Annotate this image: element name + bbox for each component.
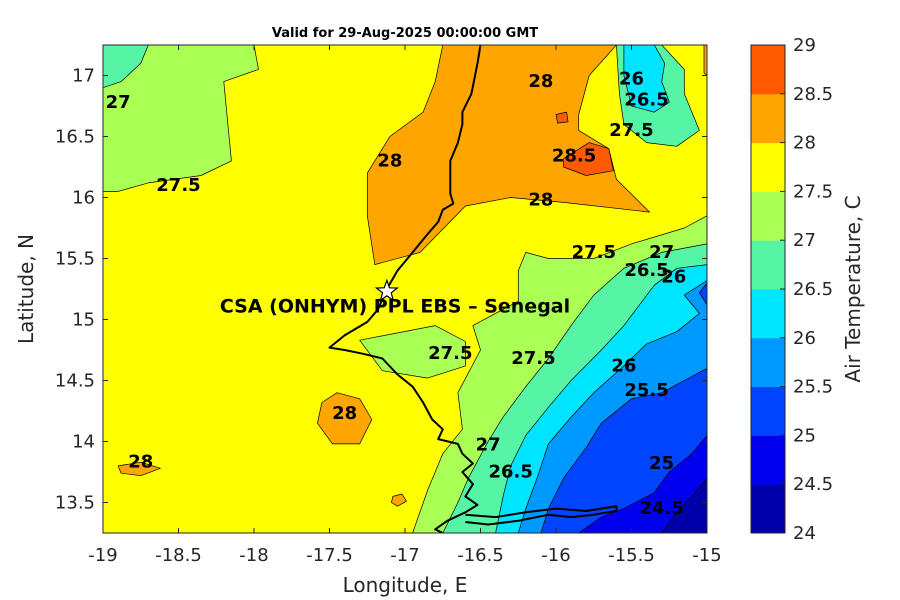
contour-label-17: 28 — [332, 403, 357, 424]
x-tick-label: -15 — [692, 545, 721, 566]
colorbar-tick-label: 28.5 — [793, 84, 833, 105]
contour-label-21: 24.5 — [639, 498, 683, 519]
temperature-region-6 — [555, 111, 569, 124]
contour-label-9: 27.5 — [572, 242, 616, 263]
temperature-region-2 — [103, 45, 149, 89]
contour-label-18: 27 — [476, 435, 501, 456]
temperature-region-5 — [563, 142, 614, 176]
temperature-region-10 — [117, 461, 161, 477]
colorbar-segment — [751, 386, 785, 436]
temperature-region-4 — [703, 45, 707, 76]
coastline-layer — [328, 45, 618, 533]
y-tick-label: 14.5 — [55, 371, 95, 392]
y-tick-label: 16.5 — [55, 127, 95, 148]
x-tick-label: -15.5 — [608, 545, 655, 566]
contour-label-20: 25 — [649, 453, 674, 474]
temperature-fill-layer — [103, 45, 707, 533]
contour-label-14: 27.5 — [511, 348, 555, 369]
colorbar-label: Air Temperature, C — [841, 195, 865, 382]
colorbar-tick-label: 25.5 — [793, 377, 833, 398]
x-axis-label: Longitude, E — [343, 573, 468, 597]
y-tick-label: 13.5 — [55, 493, 95, 514]
x-tick-label: -16.5 — [457, 545, 504, 566]
colorbar-tick-label: 27.5 — [793, 181, 833, 202]
colorbar-segment — [751, 240, 785, 290]
temperature-region-7 — [359, 325, 466, 379]
contour-label-8: 27.5 — [609, 120, 653, 141]
colorbar-segment — [751, 337, 785, 388]
contour-label-4: 28.5 — [552, 146, 596, 167]
colorbar-tick-label: 29 — [793, 35, 816, 56]
temperature-region-8 — [317, 392, 373, 445]
contour-label-3: 28 — [528, 71, 553, 92]
temperature-region-20 — [578, 435, 707, 533]
contour-label-7: 26.5 — [624, 89, 668, 110]
x-tick-label: -16 — [541, 545, 570, 566]
coastline-1 — [465, 505, 618, 526]
x-axis-ticks: -19 -18.5 -18 -17.5 -17 -16.5 -16 -15.5 -15 — [88, 45, 722, 566]
contour-label-0: 27 — [106, 92, 131, 113]
temperature-region-1 — [103, 45, 259, 192]
colorbar: 24 24.5 25 25.5 26 26.5 27 27.5 28 28.5 29 — [750, 35, 833, 544]
x-tick-label: -19 — [88, 545, 117, 566]
colorbar-tick-label: 26.5 — [793, 279, 833, 300]
colorbar-tick-label: 25 — [793, 425, 816, 446]
y-tick-label: 17 — [72, 66, 95, 87]
x-tick-label: -17.5 — [306, 545, 353, 566]
colorbar-tick-label: 28 — [793, 133, 816, 154]
colorbar-segment — [751, 45, 785, 95]
y-axis-ticks: 13.5 14 14.5 15 15.5 16 16.5 17 — [55, 66, 707, 514]
contour-label-16: 25.5 — [624, 380, 668, 401]
colorbar-segment — [751, 484, 785, 534]
contour-label-5: 28 — [528, 189, 553, 210]
chart-title: Valid for 29-Aug-2025 00:00:00 GMT — [272, 26, 538, 41]
site-layer: CSA (ONHYM) PPL EBS – Senegal — [220, 278, 570, 317]
contour-label-2: 28 — [377, 150, 402, 171]
temperature-region-18 — [699, 282, 707, 306]
contour-label-6: 26 — [619, 69, 644, 90]
coastline-0 — [328, 45, 482, 533]
y-tick-label: 16 — [72, 188, 95, 209]
y-tick-label: 14 — [72, 432, 95, 453]
contour-label-22: 28 — [128, 452, 153, 473]
colorbar-segment — [751, 435, 785, 485]
contour-label-12: 26 — [661, 266, 686, 287]
contour-label-11: 26.5 — [624, 260, 668, 281]
temperature-region-11 — [391, 493, 407, 507]
x-tick-label: -18 — [239, 545, 268, 566]
contour-label-15: 26 — [611, 355, 636, 376]
y-tick-label: 15 — [72, 310, 95, 331]
colorbar-segment — [751, 289, 785, 339]
site-label: CSA (ONHYM) PPL EBS – Senegal — [220, 295, 570, 317]
temperature-region-3 — [366, 45, 650, 265]
site-star-icon — [374, 278, 399, 302]
temperature-region-21 — [661, 477, 707, 533]
x-tick-label: -18.5 — [155, 545, 202, 566]
x-tick-label: -17 — [390, 545, 419, 566]
colorbar-segment — [751, 142, 785, 192]
y-tick-label: 15.5 — [55, 249, 95, 270]
contour-label-19: 26.5 — [488, 462, 532, 483]
y-axis-label: Latitude, N — [14, 234, 38, 344]
contour-label-1: 27.5 — [156, 175, 200, 196]
colorbar-segment — [751, 93, 785, 144]
contour-label-13: 27.5 — [428, 343, 472, 364]
contour-label-10: 27 — [649, 242, 674, 263]
colorbar-tick-label: 26 — [793, 328, 816, 349]
colorbar-segment — [751, 191, 785, 241]
temperature-region-16 — [623, 45, 670, 113]
colorbar-tick-label: 27 — [793, 230, 816, 251]
colorbar-tick-label: 24 — [793, 523, 816, 544]
colorbar-tick-label: 24.5 — [793, 474, 833, 495]
